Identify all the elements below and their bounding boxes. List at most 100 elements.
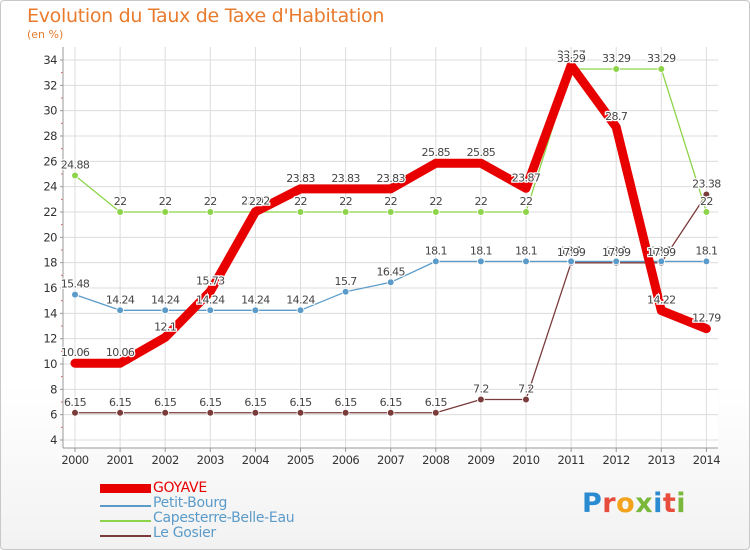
data-label: 6.15 <box>154 396 177 409</box>
data-label: 6.15 <box>64 396 87 409</box>
x-tick-label: 2008 <box>422 453 449 467</box>
x-tick-label: 2005 <box>287 453 314 467</box>
y-tick-label: 12 <box>43 332 57 346</box>
data-point <box>71 171 79 180</box>
data-point <box>386 208 395 216</box>
data-label: 18.1 <box>605 244 627 257</box>
legend-label-petit-bourg: Petit-Bourg <box>153 495 228 511</box>
data-point <box>567 257 575 266</box>
data-label: 22 <box>204 195 217 208</box>
logo-letter-6: i <box>676 488 687 519</box>
y-tick-label: 28 <box>43 129 57 143</box>
data-point <box>251 408 260 417</box>
data-point <box>161 408 170 417</box>
y-tick-label: 8 <box>50 382 57 396</box>
legend-swatch-capesterre <box>100 520 151 522</box>
data-point <box>386 184 395 193</box>
data-point <box>477 208 485 216</box>
data-point <box>341 208 350 216</box>
y-tick-label: 22 <box>43 205 57 219</box>
y-tick-label: 26 <box>43 154 57 168</box>
x-tick-label: 2003 <box>197 453 224 467</box>
y-tick-label: 18 <box>43 256 57 270</box>
data-label: 33.29 <box>557 52 586 65</box>
data-point <box>71 290 79 299</box>
x-tick-label: 2013 <box>648 453 675 467</box>
data-point <box>341 287 350 296</box>
data-point <box>702 208 711 216</box>
data-point <box>251 207 260 216</box>
data-label: 15.7 <box>335 275 358 288</box>
data-point <box>116 208 124 216</box>
data-point <box>296 408 305 417</box>
data-label: 14.24 <box>241 293 270 306</box>
logo-letter-5: t <box>662 488 677 519</box>
data-point <box>431 257 440 266</box>
data-point <box>71 359 79 368</box>
data-label: 18.1 <box>425 244 447 257</box>
data-point <box>341 408 350 417</box>
data-point <box>116 408 124 417</box>
data-point <box>657 65 666 73</box>
data-label: 24.88 <box>61 159 90 172</box>
data-label: 22 <box>249 195 262 208</box>
data-label: 18.1 <box>560 244 582 257</box>
x-tick-label: 2007 <box>377 453 404 467</box>
data-point <box>657 306 666 315</box>
data-point <box>296 306 305 315</box>
data-label: 15.48 <box>61 278 90 291</box>
data-label: 33.57 <box>557 48 586 61</box>
legend-label-goyave: GOYAVE <box>153 480 207 496</box>
data-label: 7.2 <box>518 382 534 395</box>
data-label: 14.24 <box>106 293 135 306</box>
data-label: 6.15 <box>109 396 132 409</box>
legend-swatch-le-gosier <box>100 535 151 537</box>
data-label: 22 <box>429 195 442 208</box>
data-point <box>702 190 711 199</box>
data-label: 14.22 <box>647 294 676 307</box>
y-tick-label: 10 <box>43 357 57 371</box>
x-tick-label: 2001 <box>106 453 133 467</box>
y-tick-label: 30 <box>43 104 57 118</box>
data-label: 22.02 <box>241 195 270 208</box>
legend-swatch-goyave <box>100 484 151 493</box>
data-label: 22 <box>700 195 713 208</box>
data-point <box>612 123 621 132</box>
data-label: 22 <box>294 195 307 208</box>
data-point <box>477 257 485 266</box>
data-label: 25.85 <box>467 146 496 159</box>
data-point <box>702 324 711 333</box>
data-label: 6.15 <box>425 396 448 409</box>
data-point <box>161 208 170 216</box>
data-label: 18.1 <box>470 244 492 257</box>
data-point <box>341 184 350 193</box>
logo-letter-3: x <box>635 488 654 519</box>
x-tick-label: 2000 <box>61 453 88 467</box>
x-tick-label: 2012 <box>603 453 630 467</box>
data-label: 22 <box>384 195 397 208</box>
data-point <box>116 306 124 315</box>
y-tick-label: 34 <box>43 53 57 67</box>
data-point <box>657 257 666 266</box>
data-label: 16.45 <box>376 265 405 278</box>
logo-letter-1: r <box>602 488 617 519</box>
data-label: 23.83 <box>376 172 405 185</box>
chart-title: Evolution du Taux de Taxe d'Habitation <box>27 5 385 27</box>
data-point <box>161 333 170 342</box>
data-label: 14.24 <box>151 293 180 306</box>
y-tick-label: 32 <box>43 78 57 92</box>
data-label: 10.06 <box>106 346 135 359</box>
data-point <box>116 359 125 368</box>
data-point <box>206 306 215 315</box>
data-point <box>71 408 79 417</box>
x-tick-label: 2010 <box>512 453 539 467</box>
data-label: 14.24 <box>286 293 315 306</box>
data-label: 6.15 <box>244 396 267 409</box>
data-point <box>431 159 440 168</box>
data-label: 12.1 <box>154 320 176 333</box>
x-tick-label: 2014 <box>693 453 720 467</box>
data-point <box>522 184 530 193</box>
logo-letter-2: o <box>616 488 636 519</box>
x-tick-label: 2004 <box>242 453 269 467</box>
